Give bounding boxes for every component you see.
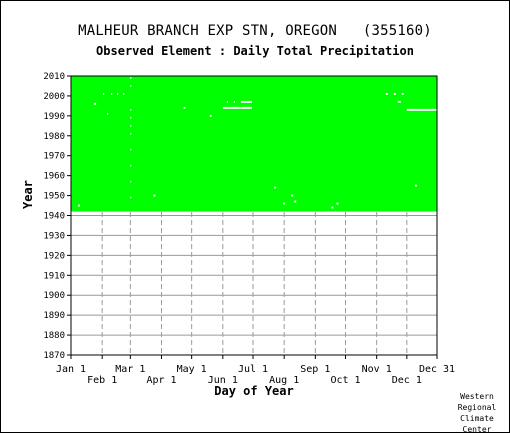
- missing-data-mark: [78, 204, 81, 207]
- missing-data-mark: [385, 92, 388, 95]
- missing-data-mark: [130, 84, 132, 87]
- missing-data-mark: [331, 206, 334, 209]
- chart-subtitle: Observed Element : Daily Total Precipita…: [96, 44, 414, 58]
- credit-line: Western: [460, 392, 494, 401]
- y-tick-label: 1980: [43, 132, 65, 142]
- missing-data-mark: [401, 92, 404, 95]
- y-tick-label: 1910: [43, 271, 65, 281]
- y-tick-label: 1870: [43, 351, 65, 361]
- missing-data-mark: [130, 116, 132, 119]
- x-tick-label: May 1: [177, 364, 207, 375]
- missing-data-mark: [130, 124, 132, 127]
- y-tick-label: 2000: [43, 92, 65, 102]
- missing-data-mark: [414, 184, 417, 187]
- y-axis-label: Year: [21, 180, 35, 209]
- missing-data-mark: [130, 180, 132, 183]
- y-tick-label: 1990: [43, 112, 65, 122]
- x-tick-label: Sep 1: [300, 364, 330, 375]
- credit-block: Western Regional Climate Center: [449, 391, 505, 433]
- y-tick-label: 1900: [43, 291, 65, 301]
- missing-data-mark: [111, 92, 113, 95]
- x-tick-label: Apr 1: [146, 375, 176, 386]
- x-tick-label: Dec 1: [392, 375, 422, 386]
- x-tick-label: Nov 1: [362, 364, 392, 375]
- y-tick-label: 1920: [43, 251, 65, 261]
- credit-line: Center: [462, 425, 492, 433]
- y-tick-label: 1880: [43, 331, 65, 341]
- x-tick-label: Jul 1: [238, 364, 268, 375]
- missing-data-mark: [233, 100, 235, 103]
- x-tick-label: Oct 1: [330, 375, 360, 386]
- y-tick-label: 1940: [43, 212, 65, 222]
- missing-data-mark: [274, 186, 277, 189]
- y-tick-label: 1960: [43, 172, 65, 182]
- chart-title: MALHEUR BRANCH EXP STN, OREGON (355160): [78, 23, 432, 39]
- y-tick-label: 2010: [43, 72, 65, 82]
- missing-data-mark: [130, 76, 132, 79]
- x-tick-label: Mar 1: [115, 364, 145, 375]
- missing-data-mark: [153, 194, 156, 197]
- x-tick-label: Jan 1: [56, 364, 86, 375]
- missing-data-mark: [123, 92, 125, 95]
- x-axis-label: Day of Year: [214, 384, 294, 398]
- data-coverage-block: [71, 76, 437, 212]
- missing-data-mark: [222, 106, 252, 109]
- x-tick-label: Feb 1: [87, 375, 117, 386]
- missing-data-mark: [130, 164, 132, 167]
- missing-data-mark: [103, 92, 105, 95]
- missing-data-mark: [107, 112, 109, 115]
- missing-data-mark: [130, 148, 132, 151]
- missing-data-mark: [240, 100, 252, 103]
- missing-data-mark: [209, 114, 212, 117]
- missing-data-mark: [393, 92, 396, 95]
- y-tick-label: 1950: [43, 192, 65, 202]
- missing-data-mark: [397, 100, 401, 103]
- y-tick-label: 1930: [43, 231, 65, 241]
- missing-data-mark: [94, 102, 97, 105]
- credit-line: Regional: [457, 403, 497, 412]
- missing-data-mark: [283, 202, 286, 205]
- y-tick-label: 1890: [43, 311, 65, 321]
- missing-data-mark: [291, 194, 294, 197]
- y-tick-label: 1970: [43, 152, 65, 162]
- missing-data-mark: [130, 108, 132, 111]
- missing-data-mark: [294, 200, 297, 203]
- x-tick-label: Jun 1: [208, 375, 238, 386]
- credit-line: Climate: [460, 414, 494, 423]
- x-tick-label: Dec 31: [419, 364, 455, 375]
- missing-data-mark: [226, 100, 228, 103]
- missing-data-mark: [117, 92, 119, 95]
- x-tick-label: Aug 1: [269, 375, 299, 386]
- missing-data-mark: [183, 106, 186, 109]
- missing-data-mark: [336, 202, 339, 205]
- missing-data-mark: [406, 108, 437, 111]
- missing-data-mark: [130, 132, 132, 135]
- missing-data-mark: [130, 196, 132, 199]
